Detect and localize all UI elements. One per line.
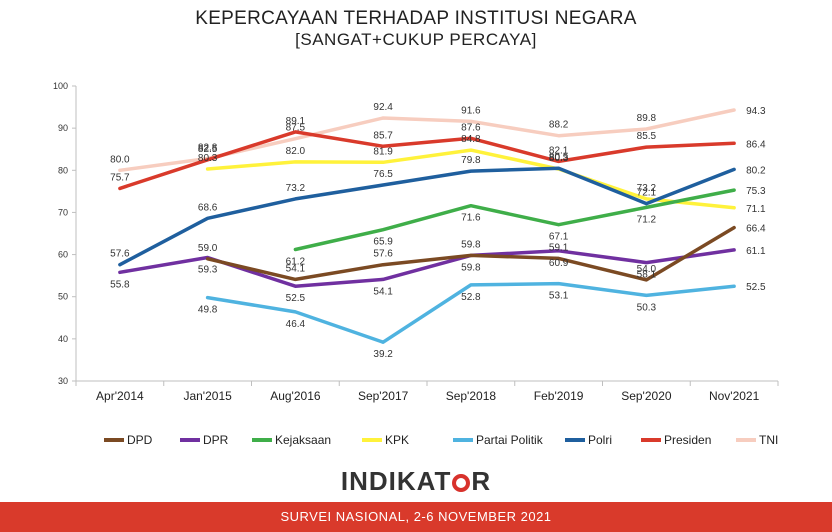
data-label: 67.1 [549,232,569,243]
data-label: 82.0 [286,146,306,157]
data-label: 89.8 [637,113,657,124]
series-line-kejaksaan [293,188,736,252]
data-label: 80.3 [198,153,218,164]
data-label: 68.6 [198,202,218,213]
data-label: 57.6 [110,249,130,260]
indikator-logo: INDIKAT R [0,466,832,497]
data-label: 72.1 [637,188,657,199]
series-line-dpd [205,225,736,282]
data-label: 75.3 [746,186,766,197]
y-tick-label: 70 [58,207,68,217]
data-label: 73.2 [286,183,306,194]
x-tick-label: Sep'2018 [446,389,497,403]
data-label: 84.8 [461,134,481,145]
data-label: 59.0 [198,243,218,254]
data-label: 92.4 [373,102,393,113]
data-label: 75.7 [110,172,130,183]
data-label: 46.4 [286,319,306,330]
data-label: 59.8 [461,239,481,250]
data-label: 54.1 [373,286,393,297]
data-label: 55.8 [110,279,130,290]
data-label: 91.6 [461,105,481,116]
x-tick-label: Nov'2021 [709,389,760,403]
data-label: 71.6 [461,213,481,224]
footer-banner: SURVEI NASIONAL, 2-6 NOVEMBER 2021 [0,502,832,532]
data-label: 73.2 [637,183,657,194]
data-label: 52.8 [461,292,481,303]
x-tick-label: Sep'2020 [621,389,672,403]
y-tick-label: 40 [58,334,68,344]
chart-title: KEPERCAYAAN TERHADAP INSTITUSI NEGARA [195,8,637,29]
data-label: 79.8 [461,155,481,166]
data-label: 85.5 [637,131,657,142]
legend-label: Presiden [664,433,711,447]
chart-subtitle: [SANGAT+CUKUP PERCAYA] [295,30,537,49]
y-tick-label: 60 [58,250,68,260]
data-label: 71.2 [637,214,657,225]
data-label: 39.2 [373,349,393,360]
data-label: 80.3 [549,153,569,164]
data-label: 81.9 [373,146,393,157]
legend-label: DPR [203,433,229,447]
data-label: 85.7 [373,130,393,141]
data-label: 76.5 [373,169,393,180]
data-label: 89.1 [286,116,306,127]
data-label: 88.2 [549,120,569,131]
data-label: 49.8 [198,305,218,316]
y-tick-label: 30 [58,376,68,386]
data-label: 80.2 [746,165,766,176]
y-tick-label: 100 [53,81,68,91]
data-label: 82.1 [549,145,569,156]
data-label: 82.8 [198,142,218,153]
data-label: 58.1 [637,270,657,281]
data-label: 61.2 [286,257,306,268]
logo-text-left: INDIKAT [340,466,452,496]
data-label: 50.3 [637,302,657,313]
data-label: 66.4 [746,224,766,235]
x-tick-label: Feb'2019 [534,389,584,403]
legend-label: KPK [385,433,409,447]
x-tick-label: Sep'2017 [358,389,409,403]
line-chart: 30 40 50 60 70 80 90 100 Apr'2014 Jan'2015 Aug'201… [53,81,779,447]
series-line-partai-politik [205,281,736,344]
legend-label: DPD [127,433,153,447]
series-line-polri [118,166,736,267]
logo-text-right: R [471,466,492,496]
logo-ring-icon [452,474,471,492]
data-label: 59.3 [198,265,218,276]
data-label: 87.6 [461,122,481,133]
y-tick-label: 50 [58,292,68,302]
data-label: 52.5 [746,282,766,293]
data-label: 80.0 [110,154,130,165]
series-line-presiden [118,130,736,191]
data-label: 53.1 [549,291,569,302]
y-tick-label: 80 [58,165,68,175]
data-label: 61.1 [746,246,766,257]
data-label: 59.1 [549,242,569,253]
data-label: 60.9 [549,258,569,269]
data-label: 59.8 [461,262,481,273]
data-label: 86.4 [746,139,766,150]
series-line-kpk [205,148,736,210]
data-label: 82.5 [198,144,218,155]
y-tick-label: 90 [58,123,68,133]
data-label: 54.0 [637,264,657,275]
x-tick-label: Jan'2015 [183,389,232,403]
data-label: 80.5 [549,152,569,163]
data-label: 71.1 [746,204,766,215]
x-tick-label: Apr'2014 [96,389,144,403]
legend-label: TNI [759,433,778,447]
data-label: 87.5 [286,123,306,134]
legend-label: Polri [588,433,612,447]
data-label: 52.5 [286,293,306,304]
data-label: 94.3 [746,106,766,117]
legend-label: Kejaksaan [275,433,331,447]
legend-label: Partai Politik [476,433,544,447]
data-label: 65.9 [373,237,393,248]
data-label: 54.1 [286,263,306,274]
data-label: 57.6 [373,249,393,260]
x-tick-label: Aug'2016 [270,389,321,403]
